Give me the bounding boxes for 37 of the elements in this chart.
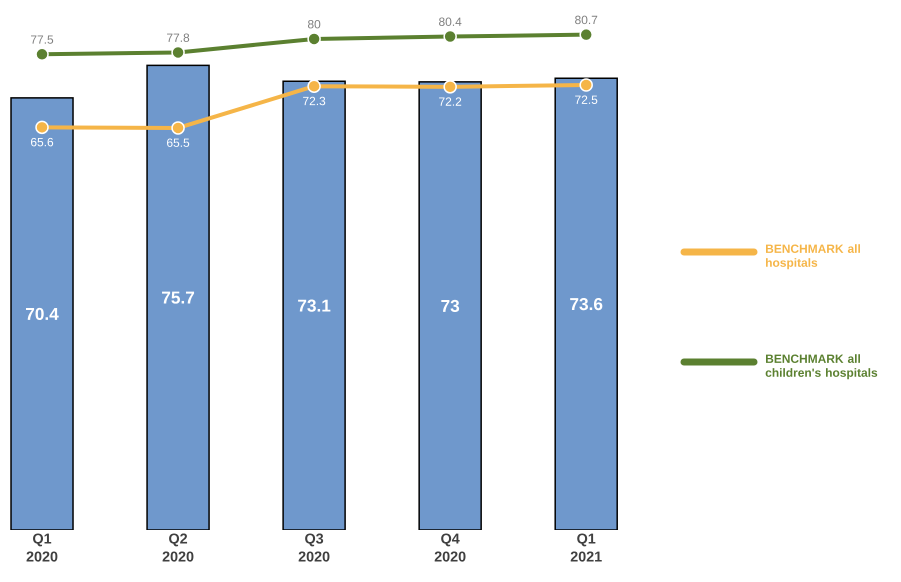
data-label: 73.1 (298, 300, 330, 312)
x-tick-label: Q1 2020 (26, 534, 58, 562)
point (171, 121, 185, 135)
bar (418, 81, 482, 530)
point (307, 79, 321, 93)
data-label: 75.7 (162, 292, 194, 304)
data-label: 65.6 (30, 138, 54, 146)
data-label: 80.7 (575, 16, 598, 24)
data-label: 72.2 (439, 97, 462, 106)
bar (146, 64, 210, 530)
x-tick-label: Q1 2021 (570, 534, 602, 562)
data-label: 72.5 (575, 96, 598, 104)
data-label: 77.5 (30, 35, 54, 44)
bar (554, 77, 618, 530)
point (171, 46, 185, 60)
bar (282, 80, 346, 530)
data-label: 72.3 (303, 96, 326, 106)
x-tick-label: Q3 2020 (298, 534, 330, 562)
data-label: 80 (308, 20, 320, 28)
point (579, 28, 593, 42)
data-label: 70.4 (26, 308, 59, 320)
data-label: 80.4 (439, 18, 462, 26)
point (579, 78, 593, 92)
x-tick-label: Q4 2020 (434, 534, 466, 562)
x-tick-label: Q2 2020 (162, 534, 194, 562)
bar (10, 97, 74, 530)
point (35, 48, 49, 62)
text: BENCHMARK all children's hospitals (766, 354, 878, 380)
point (35, 120, 49, 134)
text: BENCHMARK all hospitals (766, 244, 860, 270)
data-label: 77.8 (167, 33, 190, 42)
data-label: 73 (441, 300, 460, 312)
point (443, 30, 457, 44)
point (443, 80, 457, 94)
data-label: 73.6 (570, 298, 602, 310)
point (307, 32, 321, 46)
data-label: 65.5 (167, 138, 190, 147)
